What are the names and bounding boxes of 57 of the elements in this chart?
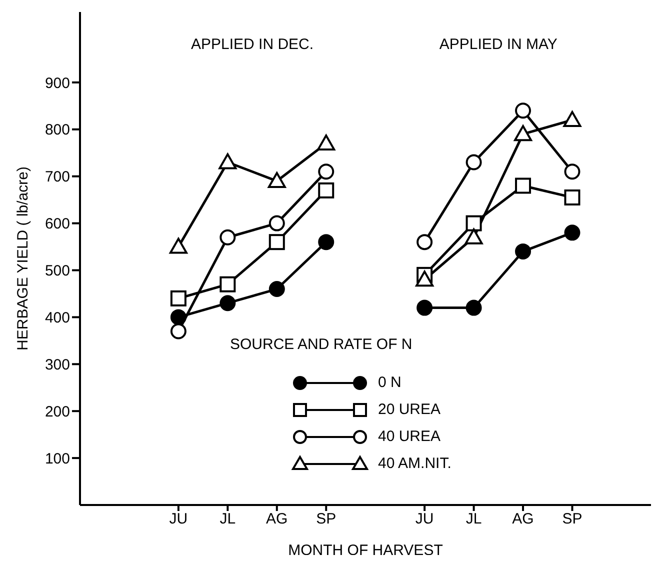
x-tick-label: JL [466, 510, 482, 528]
legend-label: 0 N [378, 374, 402, 391]
point [268, 234, 285, 250]
point [268, 172, 286, 188]
point [464, 228, 483, 244]
point [170, 290, 186, 306]
point [220, 276, 236, 292]
point [514, 125, 532, 142]
point [515, 102, 532, 119]
point [416, 270, 434, 287]
legend-label: 20 UREA [378, 401, 441, 418]
y-tick-label: 100 [44, 450, 70, 468]
point [318, 182, 334, 198]
x-tick-label: JL [220, 510, 236, 528]
x-tick-label: JU [415, 510, 434, 528]
x-tick-label: AG [512, 510, 534, 528]
point [466, 215, 482, 232]
y-tick-label: 600 [44, 216, 70, 233]
x-axis-title: MONTH OF HARVEST [288, 542, 443, 559]
point [218, 153, 237, 170]
point [317, 134, 336, 150]
point [268, 281, 285, 298]
y-axis-title: HERBAGE YIELD ( lb/acre) [14, 166, 32, 350]
legend-label: 40 AM.NIT. [378, 455, 452, 472]
point [318, 164, 334, 180]
y-tick-label: 700 [44, 168, 70, 186]
point [416, 234, 433, 250]
annotation: APPLIED IN DEC. [190, 36, 315, 53]
point [170, 309, 186, 326]
x-tick-label: SP [316, 510, 336, 528]
point [564, 224, 580, 241]
point [318, 234, 334, 250]
y-tick-label: 800 [44, 122, 70, 139]
point [564, 164, 580, 180]
point [563, 110, 582, 127]
point [515, 243, 532, 260]
x-tick-label: JU [169, 510, 188, 528]
point [416, 300, 433, 316]
point [564, 189, 580, 206]
point [268, 215, 285, 232]
x-tick-label: AG [266, 510, 288, 528]
point [466, 300, 482, 316]
y-tick-label: 500 [44, 262, 70, 280]
point [220, 229, 236, 246]
point [220, 295, 236, 312]
y-tick-label: 900 [44, 74, 70, 92]
legend-title: SOURCE AND RATE OF N [230, 336, 414, 353]
point [170, 323, 186, 340]
point [515, 178, 532, 194]
x-tick-label: SP [562, 510, 582, 528]
y-tick-label: 200 [44, 403, 70, 420]
point [466, 154, 482, 170]
y-tick-label: 300 [44, 356, 70, 374]
legend-label: 40 UREA [378, 428, 441, 445]
y-tick-label: 400 [44, 310, 70, 327]
point [169, 238, 188, 254]
annotation: APPLIED IN MAY [438, 36, 558, 53]
